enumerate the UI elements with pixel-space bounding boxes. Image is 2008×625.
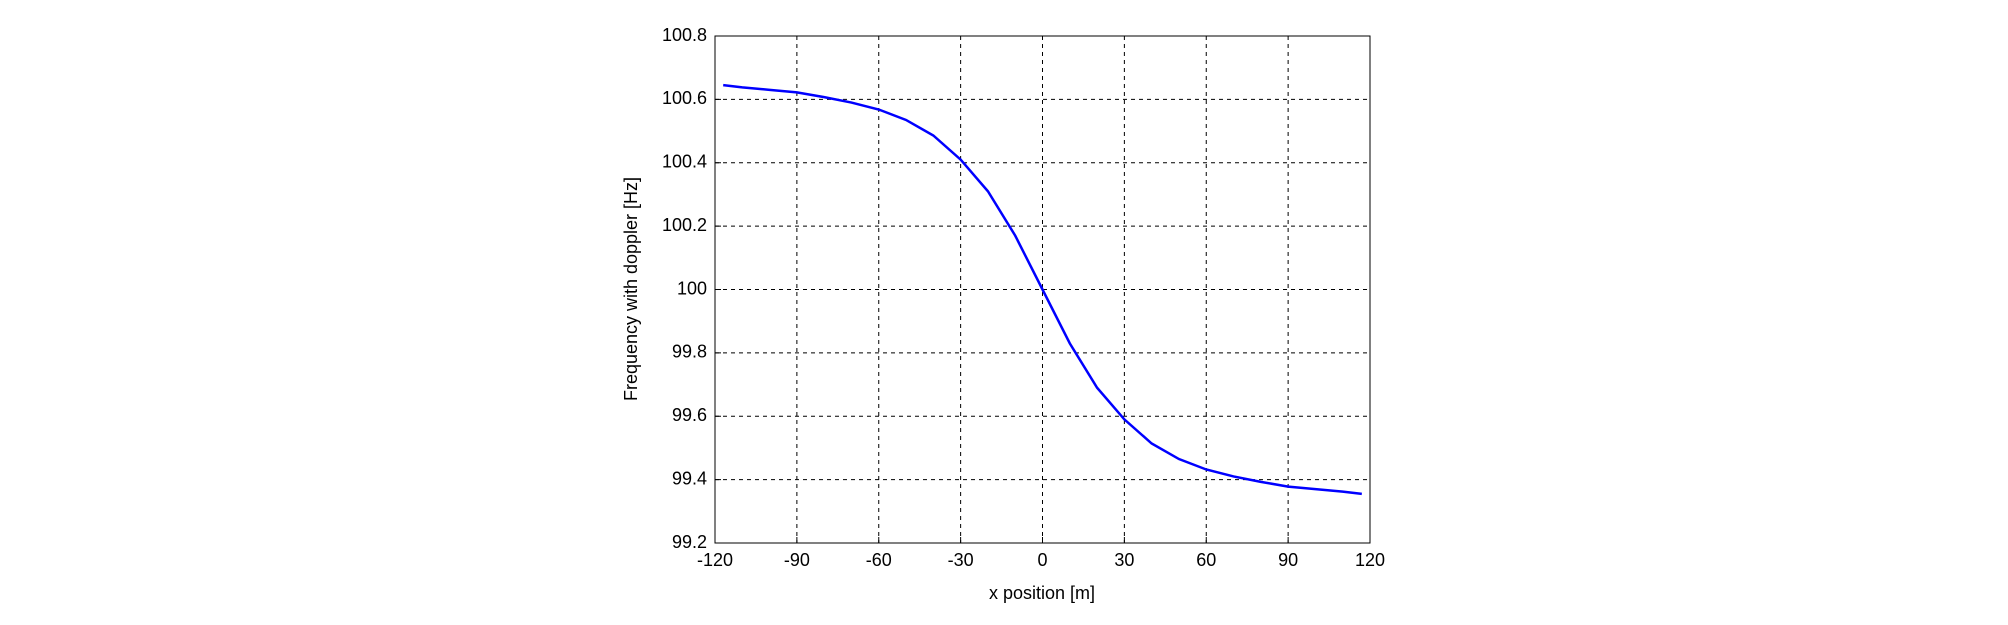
y-tick-label: 99.6 — [672, 405, 707, 425]
x-tick-label: 0 — [1037, 550, 1047, 570]
y-axis-label: Frequency with doppler [Hz] — [621, 177, 641, 401]
x-tick-label: -60 — [866, 550, 892, 570]
y-tick-label: 100.6 — [662, 88, 707, 108]
x-tick-label: -120 — [697, 550, 733, 570]
x-tick-label: 60 — [1196, 550, 1216, 570]
x-tick-label: -90 — [784, 550, 810, 570]
x-tick-label: -30 — [948, 550, 974, 570]
y-tick-label: 99.4 — [672, 468, 707, 488]
x-axis-label: x position [m] — [989, 583, 1095, 603]
plot-frame — [714, 35, 1371, 544]
x-tick-label: 30 — [1114, 550, 1134, 570]
y-tick-label: 99.2 — [672, 532, 707, 552]
y-tick-label: 100.4 — [662, 152, 707, 172]
x-tick-label: 120 — [1355, 550, 1385, 570]
x-tick-label: 90 — [1278, 550, 1298, 570]
y-tick-label: 100.8 — [662, 25, 707, 45]
y-tick-label: 100 — [677, 278, 707, 298]
y-tick-label: 100.2 — [662, 215, 707, 235]
data-line — [723, 83, 1362, 496]
y-tick-label: 99.8 — [672, 342, 707, 362]
